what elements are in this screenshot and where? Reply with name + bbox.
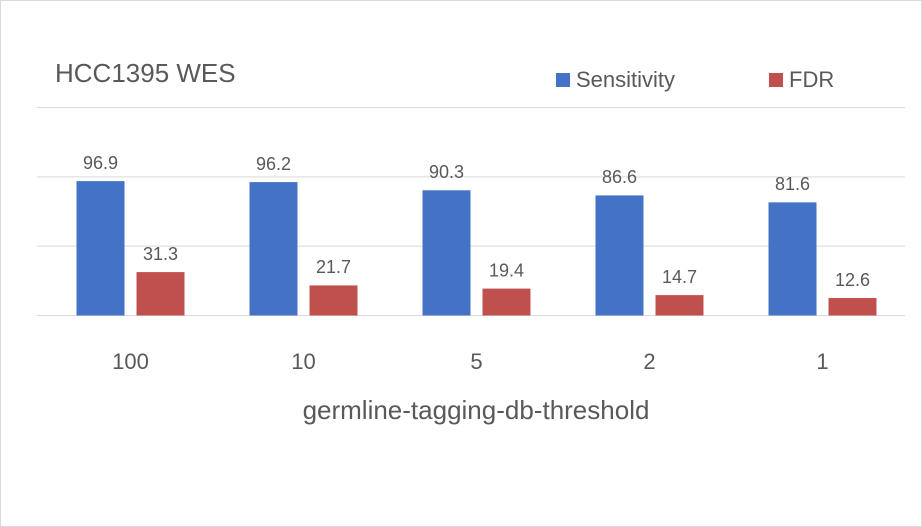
legend-label: Sensitivity <box>576 67 675 92</box>
bar <box>309 285 358 316</box>
value-label: 19.4 <box>489 260 524 280</box>
bar <box>655 295 704 316</box>
x-tick-label: 10 <box>291 349 315 374</box>
x-tick-label: 1 <box>816 349 828 374</box>
legend-swatch <box>769 73 783 87</box>
bar <box>768 202 817 316</box>
value-label: 21.7 <box>316 257 351 277</box>
legend-label: FDR <box>789 67 834 92</box>
value-label: 90.3 <box>429 162 464 182</box>
bar <box>595 195 644 316</box>
value-label: 96.9 <box>83 153 118 173</box>
x-axis-title: germline-tagging-db-threshold <box>303 395 650 425</box>
chart-title: HCC1395 WES <box>55 58 236 88</box>
bar <box>76 181 125 316</box>
value-label: 31.3 <box>143 244 178 264</box>
x-tick-label: 100 <box>112 349 149 374</box>
value-label: 12.6 <box>835 270 870 290</box>
value-label: 81.6 <box>775 174 810 194</box>
x-tick-label: 2 <box>643 349 655 374</box>
bar <box>482 288 531 316</box>
value-label: 86.6 <box>602 167 637 187</box>
bar <box>422 190 471 316</box>
bar <box>136 272 185 316</box>
legend-swatch <box>556 73 570 87</box>
bar <box>249 182 298 316</box>
value-label: 96.2 <box>256 154 291 174</box>
bar <box>828 298 877 316</box>
value-label: 14.7 <box>662 267 697 287</box>
x-tick-label: 5 <box>470 349 482 374</box>
